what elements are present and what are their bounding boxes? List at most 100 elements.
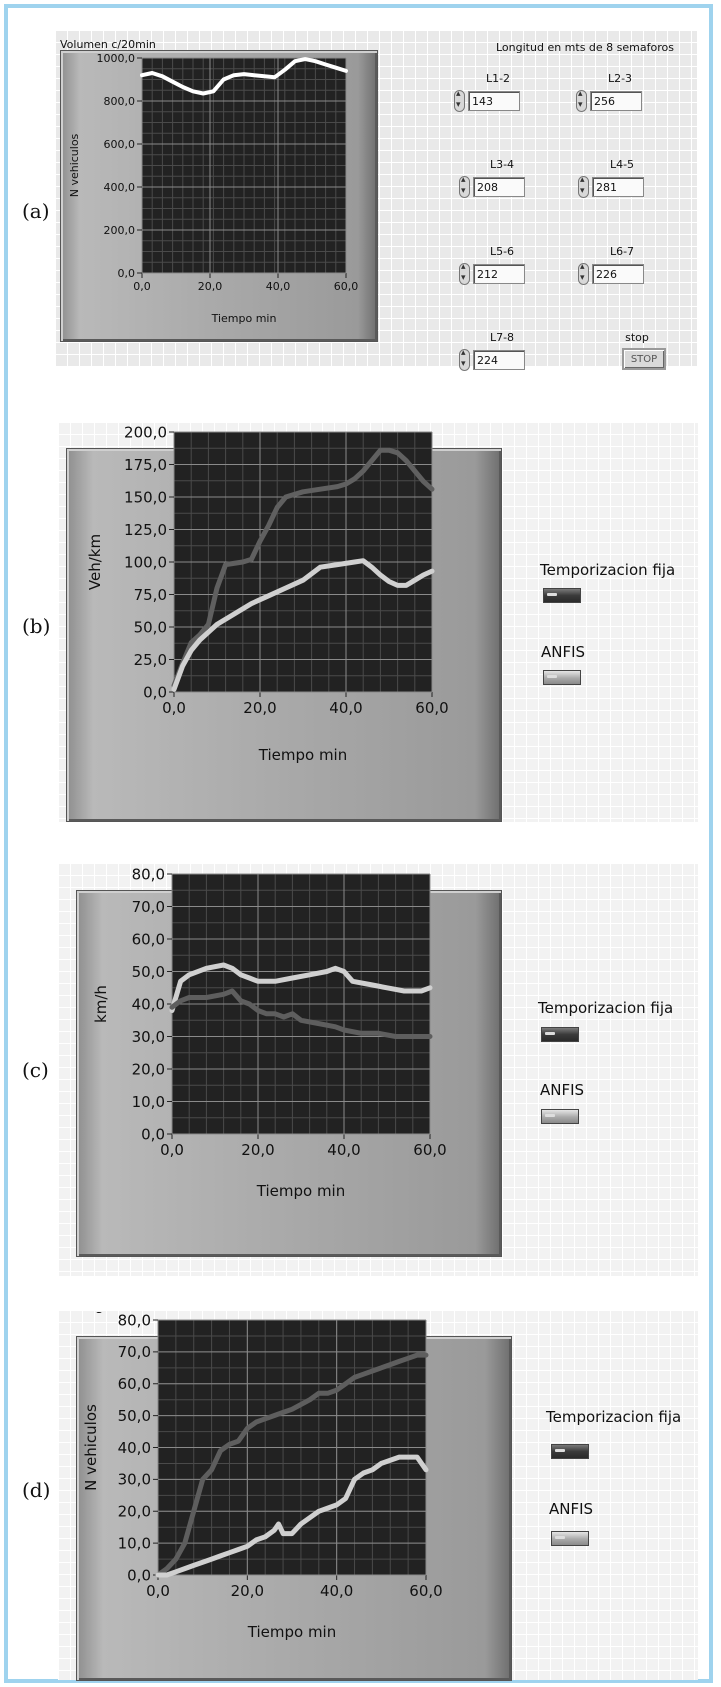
legend-anfis-d: ANFIS <box>549 1500 594 1518</box>
x-tick-label: 0,0 <box>162 699 186 717</box>
y-tick-label: 80,0 <box>132 866 165 883</box>
y-tick-label: 75,0 <box>134 586 167 604</box>
y-tick-label: 0,0 <box>118 267 136 280</box>
spin-arrows-icon[interactable] <box>576 89 587 112</box>
y-tick-label: 125,0 <box>124 521 167 539</box>
spin-arrows-icon[interactable] <box>459 175 470 198</box>
y-axis-label-volumen: N vehiculos <box>68 133 81 197</box>
indicator-fixed-c <box>541 1027 579 1042</box>
control-l7-8[interactable]: 224 <box>459 348 525 372</box>
control-l3-4[interactable]: 208 <box>459 175 525 199</box>
x-axis-label-volumen: Tiempo min <box>211 312 277 325</box>
control-label-l4-5: L4-5 <box>609 158 635 171</box>
series-line-cola-2 <box>155 1454 429 1578</box>
y-tick-label: 50,0 <box>132 963 165 981</box>
y-tick-label: 70,0 <box>132 898 165 916</box>
x-tick-label: 20,0 <box>241 1141 274 1159</box>
x-tick-label: 40,0 <box>329 699 362 717</box>
x-tick-label: 20,0 <box>231 1582 264 1600</box>
x-tick-label: 20,0 <box>243 699 276 717</box>
y-tick-label: 60,0 <box>118 1375 151 1393</box>
series-line-densidad-1 <box>171 447 435 688</box>
series-line-densidad-2 <box>171 558 435 692</box>
x-axis-label-densidad: Tiempo min <box>258 746 347 764</box>
legend-anfis-b: ANFIS <box>541 643 586 661</box>
y-tick-label: 80,0 <box>118 1312 151 1329</box>
legend-fixed-c: Temporizacion fija <box>538 999 674 1017</box>
x-tick-label: 20,0 <box>198 280 223 293</box>
spin-arrows-icon[interactable] <box>578 175 589 198</box>
control-l6-7[interactable]: 226 <box>578 262 644 286</box>
control-l5-6[interactable]: 212 <box>459 262 525 286</box>
control-label-l1-2: L1-2 <box>485 72 511 85</box>
x-tick-label: 40,0 <box>327 1141 360 1159</box>
y-tick-label: 40,0 <box>118 1439 151 1457</box>
x-tick-label: 0,0 <box>146 1582 170 1600</box>
control-label-l3-4: L3-4 <box>489 158 515 171</box>
sublabel-c: (c) <box>22 1058 49 1082</box>
x-tick-label: 0,0 <box>133 280 151 293</box>
y-tick-label: 60,0 <box>132 930 165 948</box>
y-tick-label: 200,0 <box>124 424 167 441</box>
y-tick-label: 10,0 <box>118 1534 151 1552</box>
y-tick-label: 40,0 <box>132 995 165 1013</box>
control-label-l6-7: L6-7 <box>609 245 635 258</box>
series-line-cola-1 <box>155 1352 429 1578</box>
y-tick-label: 400,0 <box>104 181 136 194</box>
x-tick-label: 40,0 <box>320 1582 353 1600</box>
chart-velocidad: Velocidad0,020,040,060,00,010,020,030,04… <box>92 866 447 1200</box>
y-tick-label: 0,0 <box>141 1125 165 1143</box>
y-tick-label: 30,0 <box>132 1028 165 1046</box>
x-axis-label-velocidad: Tiempo min <box>256 1182 345 1200</box>
y-axis-label-densidad: Veh/km <box>86 534 104 590</box>
value-l7-8[interactable]: 224 <box>473 350 525 370</box>
y-tick-label: 100,0 <box>124 553 167 571</box>
y-tick-label: 800,0 <box>104 95 136 108</box>
stop-label: stop <box>625 331 649 344</box>
chart-volumen: Volumen c/20min 0,0 20,0 40,0 60,0 0,0 200,0 40… <box>60 38 359 325</box>
value-l4-5[interactable]: 281 <box>592 177 644 197</box>
chart-densidad: Densidad0,020,040,060,00,025,050,075,010… <box>86 424 449 764</box>
indicator-fixed-b <box>543 588 581 603</box>
control-label-l5-6: L5-6 <box>489 245 515 258</box>
y-tick-label: 1000,0 <box>97 52 136 65</box>
spin-arrows-icon[interactable] <box>459 262 470 285</box>
y-tick-label: 200,0 <box>104 224 136 237</box>
x-axis-label-cola: Tiempo min <box>247 1623 336 1641</box>
indicator-fixed-d <box>551 1444 589 1459</box>
x-tick-label: 0,0 <box>160 1141 184 1159</box>
value-l3-4[interactable]: 208 <box>473 177 525 197</box>
y-tick-label: 25,0 <box>134 651 167 669</box>
control-label-l2-3: L2-3 <box>607 72 633 85</box>
control-l4-5[interactable]: 281 <box>578 175 644 199</box>
y-tick-label: 50,0 <box>118 1407 151 1425</box>
value-l1-2[interactable]: 143 <box>468 91 520 111</box>
chart-title-cola: Longitud media de vehiculos en cola sobr… <box>70 1312 478 1314</box>
sublabel-d: (d) <box>22 1478 51 1502</box>
control-l1-2[interactable]: 143 <box>454 89 520 113</box>
y-tick-label: 70,0 <box>118 1343 151 1361</box>
legend-anfis-c: ANFIS <box>540 1081 585 1099</box>
spin-arrows-icon[interactable] <box>578 262 589 285</box>
value-l6-7[interactable]: 226 <box>592 264 644 284</box>
x-tick-label: 60,0 <box>409 1582 442 1600</box>
y-tick-label: 175,0 <box>124 456 167 474</box>
spin-arrows-icon[interactable] <box>459 348 470 371</box>
chart-title-volumen: Volumen c/20min <box>60 38 156 51</box>
y-tick-label: 0,0 <box>143 683 167 701</box>
x-tick-label: 60,0 <box>413 1141 446 1159</box>
y-tick-label: 0,0 <box>127 1566 151 1584</box>
lengths-title: Longitud en mts de 8 semaforos <box>496 41 674 54</box>
spin-arrows-icon[interactable] <box>454 89 465 112</box>
value-l5-6[interactable]: 212 <box>473 264 525 284</box>
indicator-anfis-c <box>541 1109 579 1124</box>
x-tick-label: 60,0 <box>415 699 448 717</box>
control-l2-3[interactable]: 256 <box>576 89 642 113</box>
x-tick-label: 40,0 <box>266 280 291 293</box>
y-tick-label: 10,0 <box>132 1093 165 1111</box>
x-tick-label: 60,0 <box>334 280 359 293</box>
value-l2-3[interactable]: 256 <box>590 91 642 111</box>
sublabel-a: (a) <box>22 199 50 223</box>
y-tick-label: 20,0 <box>132 1060 165 1078</box>
stop-button[interactable]: STOP <box>622 348 666 370</box>
